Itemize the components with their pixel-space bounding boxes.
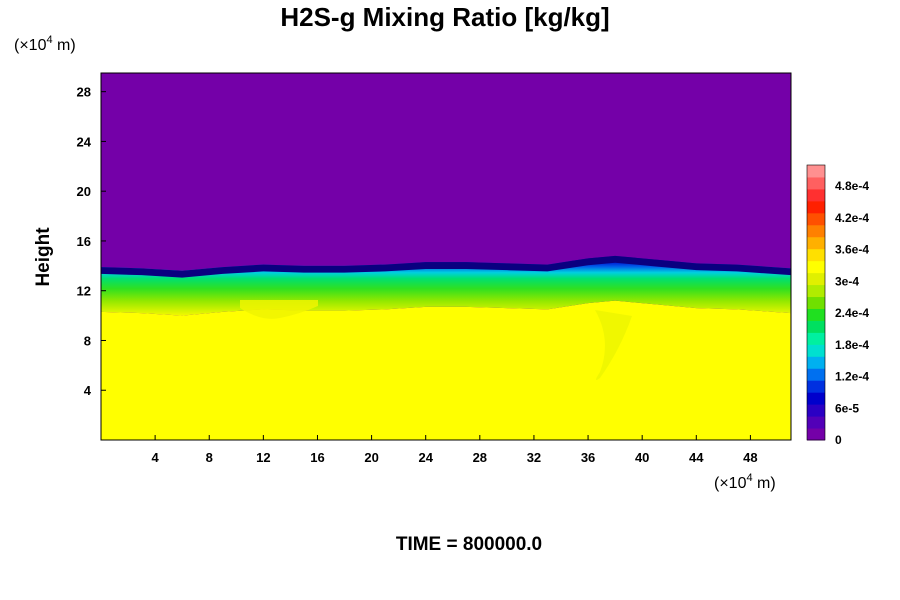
x-tick-label: 40 [635, 450, 649, 465]
colorbar-swatch [807, 284, 825, 298]
lower-region [101, 300, 791, 440]
colorbar-swatch [807, 212, 825, 226]
colorbar-swatch [807, 356, 825, 369]
time-label: TIME = 800000.0 [396, 534, 542, 555]
colorbar-swatch [807, 320, 825, 333]
y-axis: 4 8 12 16 20 24 28 [77, 85, 106, 398]
x-unit-label: (×104 m) [714, 472, 776, 492]
x-tick-label: 28 [473, 450, 487, 465]
colorbar-tick-label: 4.2e-4 [835, 211, 869, 225]
colorbar-swatch [807, 404, 825, 417]
colorbar-swatch [807, 236, 825, 250]
x-tick-label: 12 [256, 450, 270, 465]
x-tick-label: 8 [206, 450, 213, 465]
colorbar-tick-label: 3e-4 [835, 274, 859, 288]
colorbar-swatch [807, 368, 825, 381]
colorbar-swatch [807, 344, 825, 357]
colorbar-tick-label: 6e-5 [835, 401, 859, 415]
colorbar-swatch [807, 308, 825, 321]
y-tick-label: 4 [84, 383, 92, 398]
colorbar-swatch [807, 248, 825, 262]
colorbar-tick-label: 4.8e-4 [835, 179, 869, 193]
colorbar-swatch [807, 260, 825, 274]
x-tick-label: 24 [418, 450, 433, 465]
x-axis: 4 8 12 16 20 24 28 32 36 40 44 48 [152, 435, 758, 465]
colorbar-tick-label: 1.2e-4 [835, 370, 869, 384]
y-tick-label: 12 [77, 284, 91, 299]
plot-frame [100, 72, 792, 441]
colorbar-swatch [807, 188, 825, 202]
x-tick-label: 32 [527, 450, 541, 465]
colorbar-swatch [807, 428, 825, 441]
colorbar: 0 6e-5 1.2e-4 1.8e-4 2.4e-4 3e-4 3.6e-4 4.2e-4 4… [806, 164, 869, 447]
colorbar-swatch [807, 165, 825, 178]
colorbar-swatch [807, 332, 825, 345]
colorbar-swatch [807, 176, 825, 190]
x-tick-label: 44 [689, 450, 704, 465]
colorbar-swatch [807, 200, 825, 214]
colorbar-tick-label: 0 [835, 433, 842, 447]
colorbar-swatch [807, 224, 825, 238]
colorbar-swatch [807, 380, 825, 393]
colorbar-swatch [807, 272, 825, 286]
y-tick-label: 16 [77, 234, 91, 249]
colorbar-swatch [807, 296, 825, 309]
y-tick-label: 20 [77, 184, 91, 199]
colorbar-swatch [807, 416, 825, 429]
x-tick-label: 20 [364, 450, 378, 465]
colorbar-tick-label: 1.8e-4 [835, 338, 869, 352]
x-tick-label: 4 [152, 450, 160, 465]
y-tick-label: 24 [77, 134, 92, 149]
y-tick-label: 8 [84, 333, 91, 348]
plot-area [101, 73, 791, 440]
lower-plume-left [240, 300, 318, 319]
x-tick-label: 16 [310, 450, 324, 465]
chart-title: H2S-g Mixing Ratio [kg/kg] [280, 2, 609, 32]
colorbar-tick-label: 3.6e-4 [835, 243, 869, 257]
transition-edge [101, 255, 791, 278]
y-unit-label: (×104 m) [14, 34, 76, 54]
y-axis-label: Height [33, 227, 54, 287]
colorbar-tick-label: 2.4e-4 [835, 306, 869, 320]
colorbar-frame [806, 164, 826, 441]
lower-plume-right [595, 310, 632, 380]
x-tick-label: 36 [581, 450, 595, 465]
y-tick-label: 28 [77, 85, 91, 100]
x-tick-label: 48 [743, 450, 757, 465]
colorbar-swatch [807, 392, 825, 405]
